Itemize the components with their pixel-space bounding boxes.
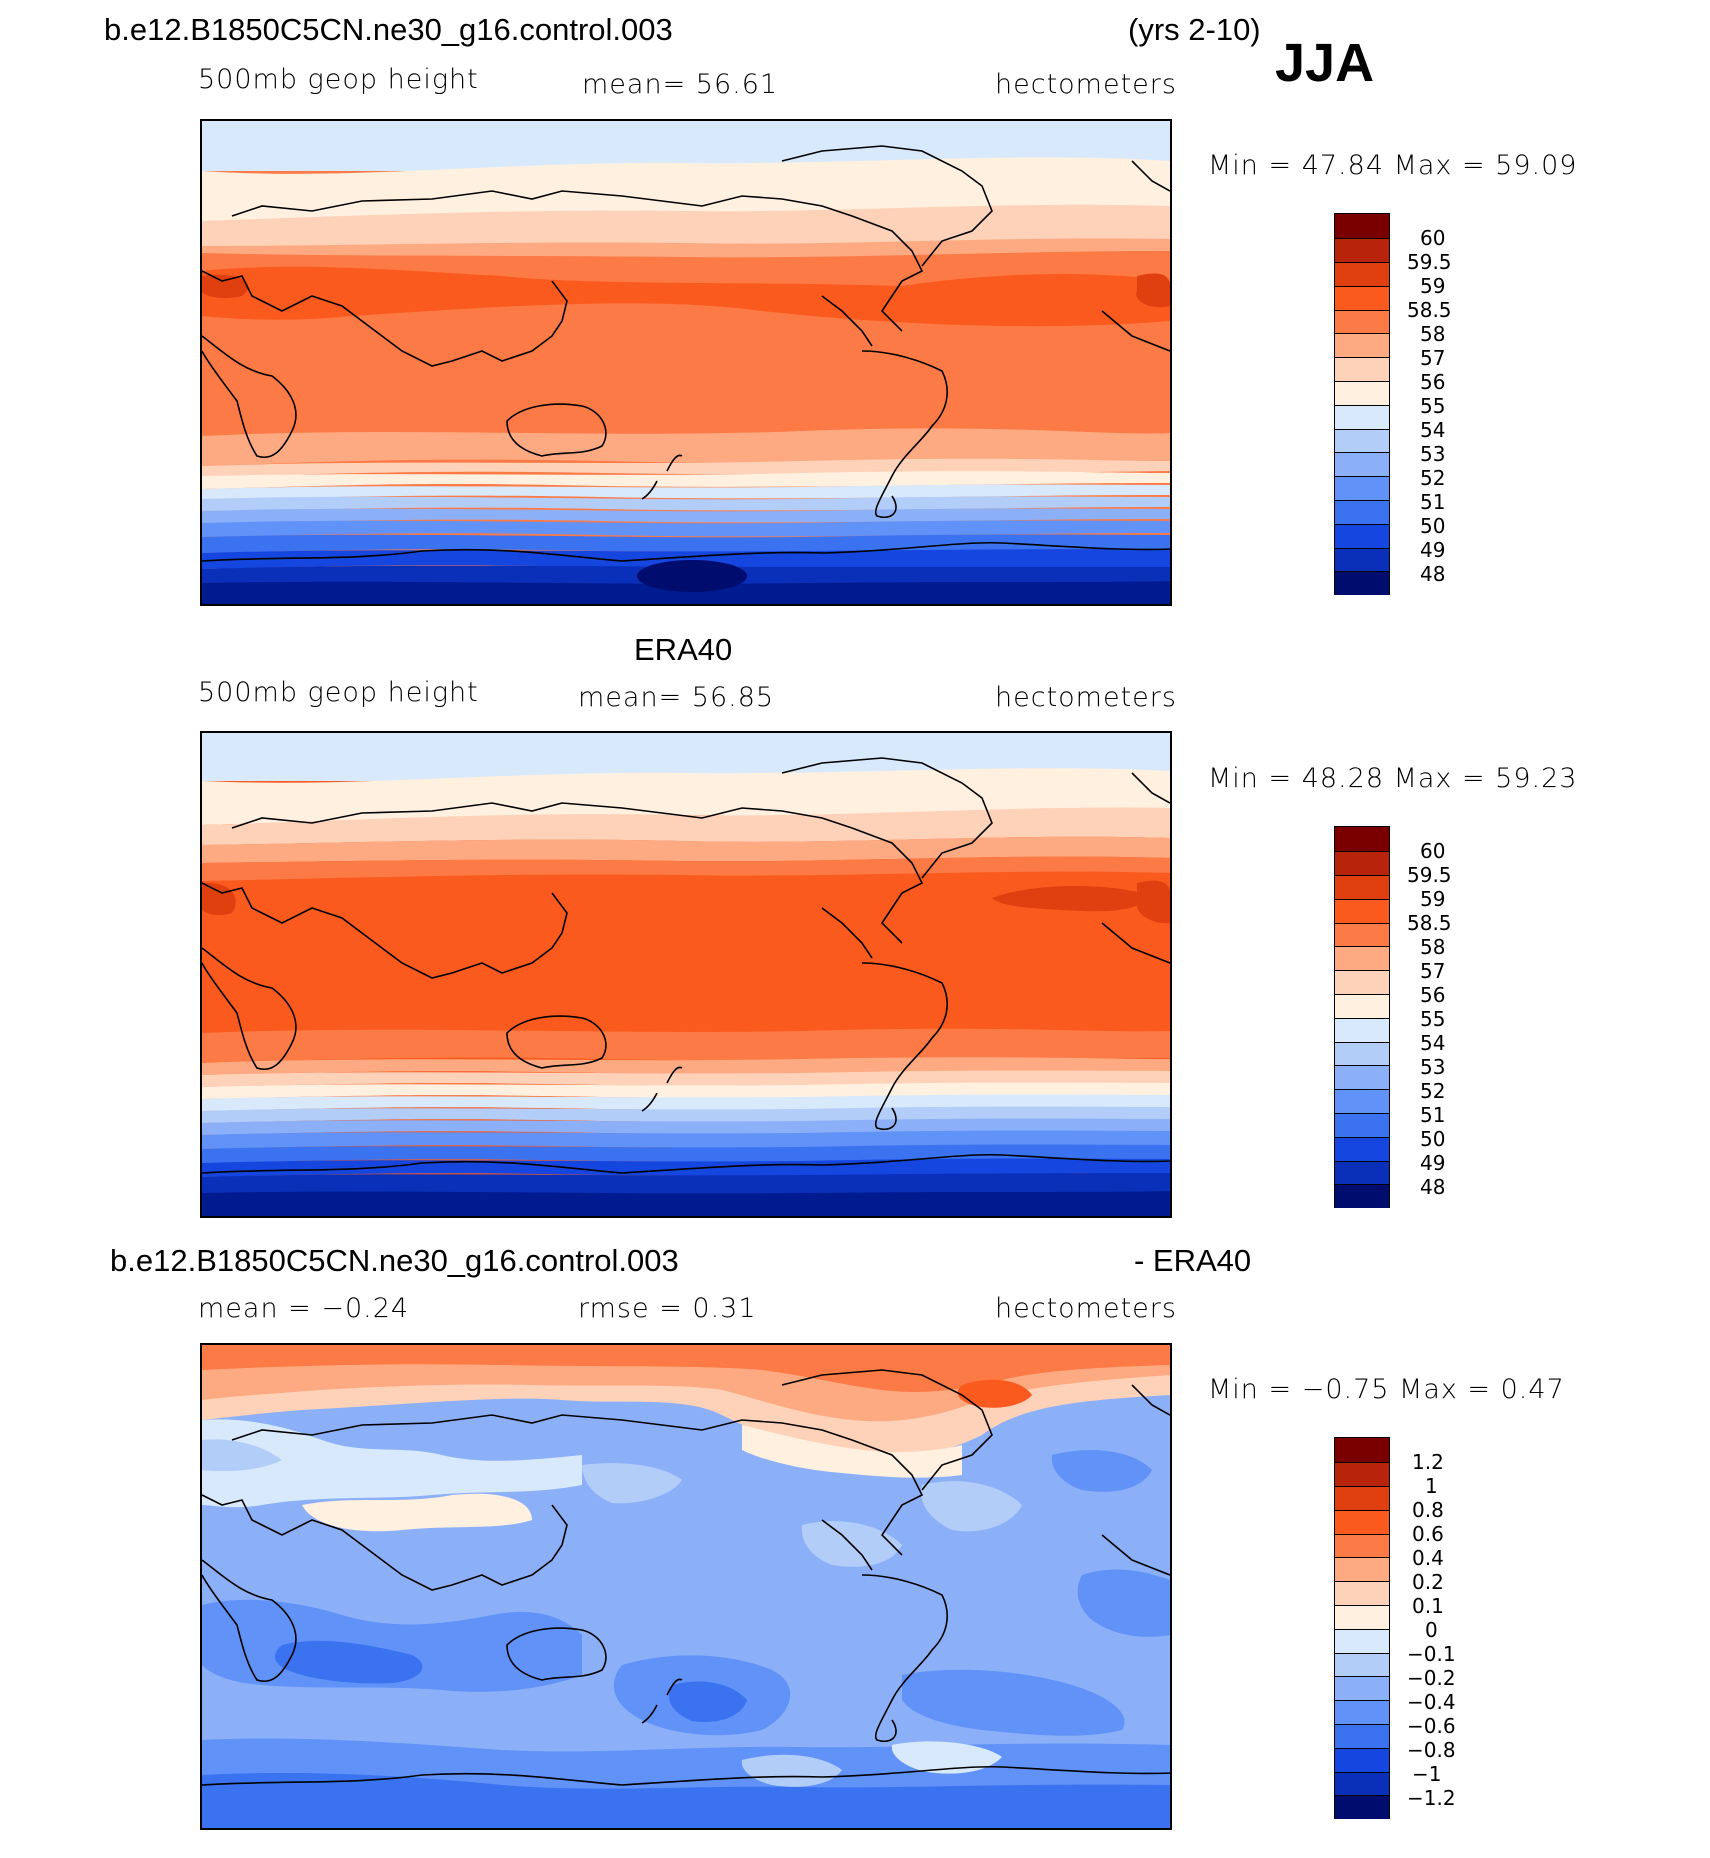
panel3-coastlines [202,1369,1170,1786]
panel2-mean: mean= 56.85 [578,682,775,713]
colorbar-label: 57 [1420,959,1446,983]
colorbar-label: 57 [1420,346,1446,370]
panel3-title-left: b.e12.B1850C5CN.ne30_g16.control.003 [110,1243,679,1278]
colorbar-label: −0.8 [1407,1738,1456,1762]
colorbar-label: −0.6 [1407,1714,1456,1738]
colorbar-label: 58.5 [1407,298,1452,322]
colorbar-label: 54 [1420,1031,1446,1055]
colorbar-label: 49 [1420,538,1446,562]
panel3-rmse: rmse = 0.31 [578,1293,757,1324]
panel1-contour-field [202,121,1170,604]
panel2-contour-field [202,733,1170,1216]
colorbar-label: 48 [1420,562,1446,586]
panel3-contour-field [202,1345,1170,1828]
panel3-colorbar [1334,1437,1390,1820]
panel3-map [200,1343,1172,1830]
colorbar-label: 0 [1425,1618,1438,1642]
colorbar-label: 0.1 [1412,1594,1444,1618]
years-label: (yrs 2-10) [1128,12,1261,47]
colorbar-label: 56 [1420,370,1446,394]
colorbar-label: 59.5 [1407,863,1452,887]
colorbar-label: −1.2 [1407,1786,1456,1810]
panel1-coastlines [202,145,1170,562]
colorbar-label: 58.5 [1407,911,1452,935]
colorbar-label: 52 [1420,466,1446,490]
panel2-coastlines [202,757,1170,1174]
colorbar-label: 1 [1425,1474,1438,1498]
colorbar-label: 59 [1420,887,1446,911]
panel3-mean: mean = −0.24 [198,1293,410,1324]
colorbar-label: 53 [1420,1055,1446,1079]
colorbar-label: 51 [1420,490,1446,514]
panel3-title-right: - ERA40 [1134,1243,1252,1278]
colorbar-label: 55 [1420,394,1446,418]
colorbar-label: 60 [1420,839,1446,863]
colorbar-label: 49 [1420,1151,1446,1175]
colorbar-label: 56 [1420,983,1446,1007]
colorbar-label: 1.2 [1412,1450,1444,1474]
colorbar-label: 0.8 [1412,1498,1444,1522]
panel2-minmax: Min = 48.28 Max = 59.23 [1208,763,1578,794]
colorbar-label: 0.6 [1412,1522,1444,1546]
colorbar-label: −0.1 [1407,1642,1456,1666]
panel1-minmax: Min = 47.84 Max = 59.09 [1208,150,1578,181]
colorbar-label: 0.4 [1412,1546,1444,1570]
panel2-map [200,731,1172,1218]
colorbar-label: −0.4 [1407,1690,1456,1714]
colorbar-label: 55 [1420,1007,1446,1031]
colorbar-label: 48 [1420,1175,1446,1199]
colorbar-label: 58 [1420,322,1446,346]
colorbar-label: 52 [1420,1079,1446,1103]
colorbar-label: 59.5 [1407,250,1452,274]
panel2-variable: 500mb geop height [198,677,479,708]
panel2-colorbar [1334,826,1390,1209]
panel1-colorbar [1334,213,1390,596]
panel3-minmax: Min = −0.75 Max = 0.47 [1208,1374,1565,1405]
colorbar-label: 51 [1420,1103,1446,1127]
colorbar-label: 54 [1420,418,1446,442]
panel2-title: ERA40 [634,632,733,667]
colorbar-label: 53 [1420,442,1446,466]
colorbar-label: 0.2 [1412,1570,1444,1594]
panel2-units: hectometers [995,682,1177,713]
panel1-mean: mean= 56.61 [582,69,779,100]
colorbar-label: 58 [1420,935,1446,959]
colorbar-label: 50 [1420,1127,1446,1151]
colorbar-label: −0.2 [1407,1666,1456,1690]
panel1-units: hectometers [995,69,1177,100]
colorbar-label: 50 [1420,514,1446,538]
colorbar-label: 59 [1420,274,1446,298]
case-title: b.e12.B1850C5CN.ne30_g16.control.003 [104,12,673,47]
colorbar-label: −1 [1412,1762,1442,1786]
panel1-map [200,119,1172,606]
colorbar-label: 60 [1420,226,1446,250]
panel1-variable: 500mb geop height [198,64,479,95]
season-label: JJA [1275,33,1375,93]
panel3-units: hectometers [995,1293,1177,1324]
